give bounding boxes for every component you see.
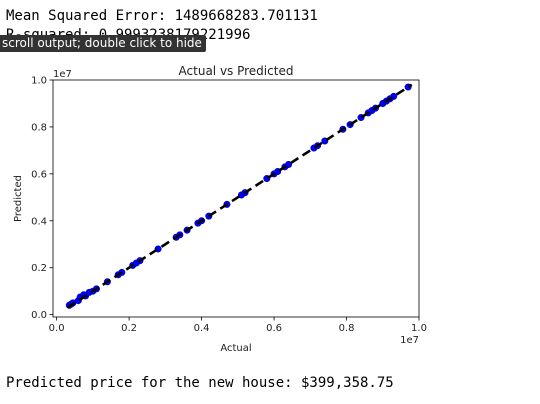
y-tick-label: 0.4 <box>31 216 47 227</box>
scatter-point <box>285 160 293 168</box>
x-tick-label: 0.4 <box>194 323 210 334</box>
x-offset-label: 1e7 <box>400 335 419 346</box>
reference-line <box>66 83 413 309</box>
x-tick-label: 0.8 <box>339 323 355 334</box>
x-axis-label: Actual <box>220 343 251 354</box>
y-axis-label: Predicted <box>13 175 24 222</box>
x-tick-label: 0.6 <box>266 323 282 334</box>
x-tick-label: 0.0 <box>49 323 65 334</box>
chart-title: Actual vs Predicted <box>179 64 294 78</box>
scroll-output-tooltip[interactable]: scroll output; double click to hide <box>0 35 206 52</box>
y-tick-label: 0.0 <box>31 310 47 321</box>
y-offset-label: 1e7 <box>53 69 72 80</box>
x-tick-label: 0.2 <box>121 323 137 334</box>
actual-vs-predicted-chart: Actual vs Predicted 0.0 0.2 0.4 0.6 0.8 1.0 0.0… <box>13 64 427 354</box>
prediction-output: Predicted price for the new house: $399,… <box>6 375 394 391</box>
y-tick-label: 1.0 <box>31 76 47 87</box>
y-tick-label: 0.6 <box>31 169 47 180</box>
x-tick-label: 1.0 <box>411 323 427 334</box>
mse-output: Mean Squared Error: 1489668283.701131 <box>6 8 318 24</box>
y-tick-label: 0.8 <box>31 122 47 133</box>
y-tick-label: 0.2 <box>31 263 47 274</box>
